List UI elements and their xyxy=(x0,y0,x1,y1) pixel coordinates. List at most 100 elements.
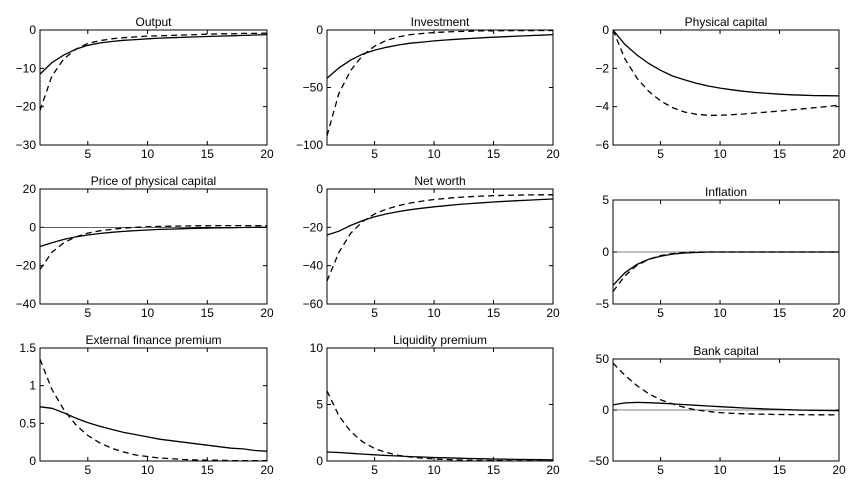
panel-9: Bank capital 5 10 15 20 −50 0 50 xyxy=(589,344,846,477)
series-line-dashed xyxy=(612,362,840,416)
x-tick-label: 5 xyxy=(657,463,664,477)
y-tick-label: 0 xyxy=(602,23,609,37)
plot-frame xyxy=(39,188,268,305)
x-tick-label: 15 xyxy=(773,147,787,161)
x-tick-label: 20 xyxy=(260,306,274,320)
x-tick-label: 15 xyxy=(773,463,787,477)
y-tick-label: 1 xyxy=(29,379,36,393)
y-tick-label: 0 xyxy=(29,220,36,234)
y-tick-label: 0.5 xyxy=(19,416,36,430)
plot-frame xyxy=(326,188,554,305)
series-line-solid xyxy=(39,226,267,248)
panel-5: Net worth 5 10 15 20 −60 −40 −20 0 xyxy=(303,174,560,320)
plot-frame xyxy=(39,347,268,462)
panel-2: Investment 5 10 15 20 −100 −50 0 xyxy=(296,15,560,161)
x-tick-label: 15 xyxy=(487,147,501,161)
x-tick-label: 20 xyxy=(546,306,560,320)
x-tick-label: 15 xyxy=(487,463,501,477)
y-tick-label: 0 xyxy=(29,454,36,468)
x-tick-label: 20 xyxy=(832,463,846,477)
x-tick-label: 15 xyxy=(487,306,501,320)
x-tick-label: 15 xyxy=(773,306,787,320)
x-tick-label: 10 xyxy=(141,306,155,320)
x-tick-label: 5 xyxy=(371,306,378,320)
series-line-dashed xyxy=(326,29,553,136)
series-line-dashed xyxy=(39,32,268,111)
panel-title: External finance premium xyxy=(85,333,221,347)
y-tick-label: −60 xyxy=(303,297,324,311)
panel-title: Output xyxy=(135,15,172,29)
series-line-dashed xyxy=(612,29,840,116)
y-tick-label: −20 xyxy=(16,100,37,114)
y-tick-label: 10 xyxy=(310,341,324,355)
series-line-dashed xyxy=(612,251,839,292)
panel-title: Inflation xyxy=(705,185,747,199)
plot-frame xyxy=(326,29,554,146)
series-line-solid xyxy=(326,451,554,461)
y-tick-label: −6 xyxy=(595,138,609,152)
x-tick-label: 20 xyxy=(546,463,560,477)
panel-title: Investment xyxy=(411,15,470,29)
series-line-solid xyxy=(326,33,554,79)
panel-3: Physical capital 5 10 15 20 −6 −4 −2 0 xyxy=(595,15,846,161)
y-tick-label: −30 xyxy=(16,138,37,152)
x-tick-label: 20 xyxy=(546,147,560,161)
x-tick-label: 10 xyxy=(427,306,441,320)
y-tick-label: −50 xyxy=(589,454,610,468)
x-tick-label: 10 xyxy=(427,147,441,161)
panel-title: Liquidity premium xyxy=(393,333,487,347)
y-tick-label: −100 xyxy=(296,138,323,152)
x-tick-label: 5 xyxy=(657,306,664,320)
series-line-dashed xyxy=(326,194,553,282)
plot-frame xyxy=(612,29,840,146)
x-tick-label: 15 xyxy=(201,306,215,320)
panel-title: Net worth xyxy=(414,174,465,188)
x-tick-label: 15 xyxy=(201,463,215,477)
y-tick-label: 20 xyxy=(23,182,37,196)
plot-frame xyxy=(39,29,268,146)
panel-7: External finance premium 5 10 15 20 0 0.5 1 1.5 xyxy=(19,333,274,477)
plot-frame xyxy=(326,347,554,462)
panel-8: Liquidity premium 5 10 15 20 0 5 10 xyxy=(310,333,560,477)
y-tick-label: 5 xyxy=(602,193,609,207)
series-line-solid xyxy=(326,198,554,236)
panel-4: Price of physical capital 5 10 15 20 −40 −20 0 2… xyxy=(16,174,274,320)
y-tick-label: 0 xyxy=(316,23,323,37)
y-tick-label: −50 xyxy=(303,81,324,95)
x-tick-label: 15 xyxy=(201,147,215,161)
y-tick-label: 50 xyxy=(596,352,610,366)
y-tick-label: 0 xyxy=(602,403,609,417)
x-tick-label: 5 xyxy=(84,147,91,161)
y-tick-label: 0 xyxy=(602,245,609,259)
x-tick-label: 20 xyxy=(260,463,274,477)
panel-1: Output 5 10 15 20 −30 −20 −10 0 xyxy=(16,15,274,161)
series-line-solid xyxy=(39,33,268,75)
y-tick-label: 0 xyxy=(29,23,36,37)
y-tick-label: −20 xyxy=(16,259,37,273)
y-tick-label: −5 xyxy=(595,297,609,311)
panel-title: Physical capital xyxy=(685,15,768,29)
series-line-solid xyxy=(39,406,268,452)
panel-title: Bank capital xyxy=(693,344,758,358)
x-tick-label: 5 xyxy=(371,147,378,161)
x-tick-label: 10 xyxy=(713,147,727,161)
y-tick-label: −40 xyxy=(16,297,37,311)
x-tick-label: 10 xyxy=(713,306,727,320)
y-tick-label: 5 xyxy=(316,398,323,412)
y-tick-label: −4 xyxy=(595,100,609,114)
y-tick-label: 1.5 xyxy=(19,341,36,355)
y-tick-label: 0 xyxy=(316,454,323,468)
x-tick-label: 10 xyxy=(141,463,155,477)
series-line-dashed xyxy=(39,224,267,270)
x-tick-label: 10 xyxy=(141,147,155,161)
y-tick-label: −20 xyxy=(303,220,324,234)
y-tick-label: 0 xyxy=(316,182,323,196)
x-tick-label: 5 xyxy=(657,147,664,161)
x-tick-label: 5 xyxy=(84,306,91,320)
x-tick-label: 5 xyxy=(371,463,378,477)
x-tick-label: 10 xyxy=(427,463,441,477)
x-tick-label: 10 xyxy=(713,463,727,477)
series-line-dashed xyxy=(39,359,267,462)
x-tick-label: 5 xyxy=(84,463,91,477)
y-tick-label: −2 xyxy=(595,61,609,75)
